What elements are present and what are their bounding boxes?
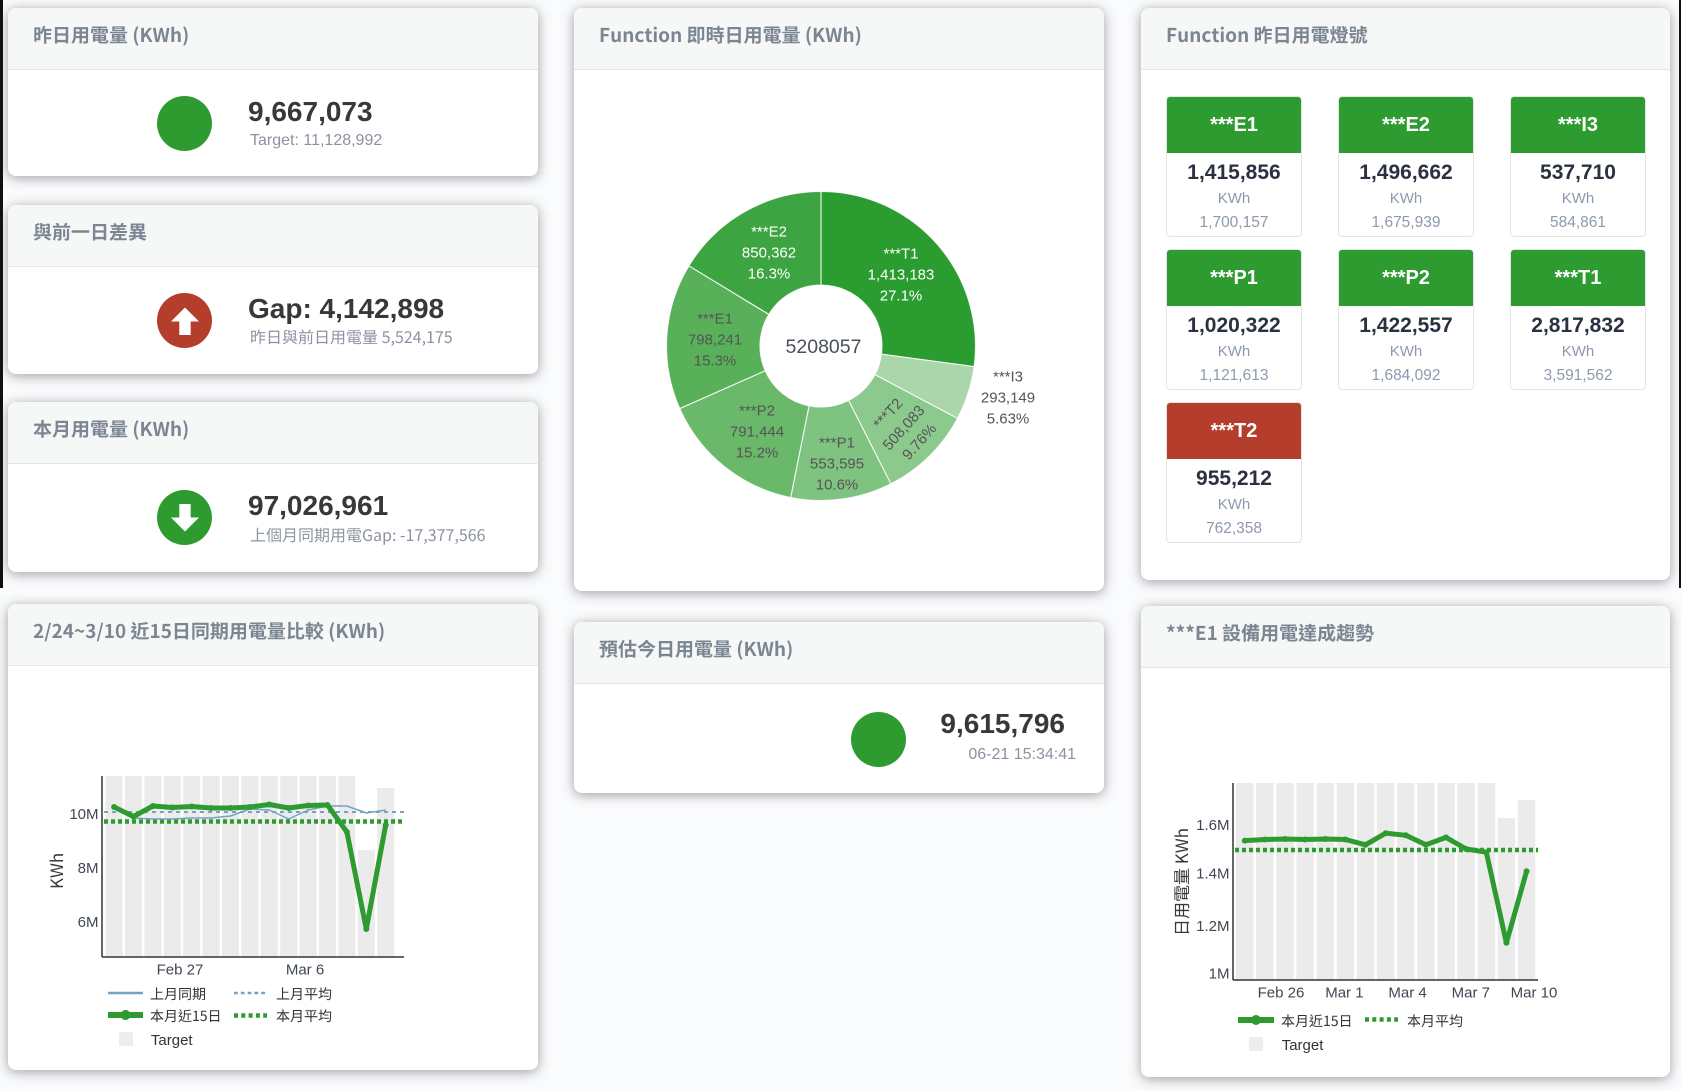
svg-text:1.2M: 1.2M [1196,918,1229,935]
svg-text:8M: 8M [78,860,99,877]
svg-text:1M: 1M [1209,966,1230,983]
svg-text:Mar 10: Mar 10 [1511,985,1558,1002]
svg-text:Mar 6: Mar 6 [286,962,324,979]
svg-text:5208057: 5208057 [786,336,862,358]
svg-text:Mar 1: Mar 1 [1325,985,1363,1002]
svg-text:Feb 27: Feb 27 [157,962,204,979]
svg-text:1.4M: 1.4M [1196,865,1229,882]
svg-text:1.6M: 1.6M [1196,817,1229,834]
svg-text:6M: 6M [78,914,99,931]
svg-text:Feb 26: Feb 26 [1258,985,1305,1002]
svg-text:Mar 4: Mar 4 [1388,985,1426,1002]
svg-text:10M: 10M [69,806,98,823]
svg-text:Mar 7: Mar 7 [1452,985,1490,1002]
